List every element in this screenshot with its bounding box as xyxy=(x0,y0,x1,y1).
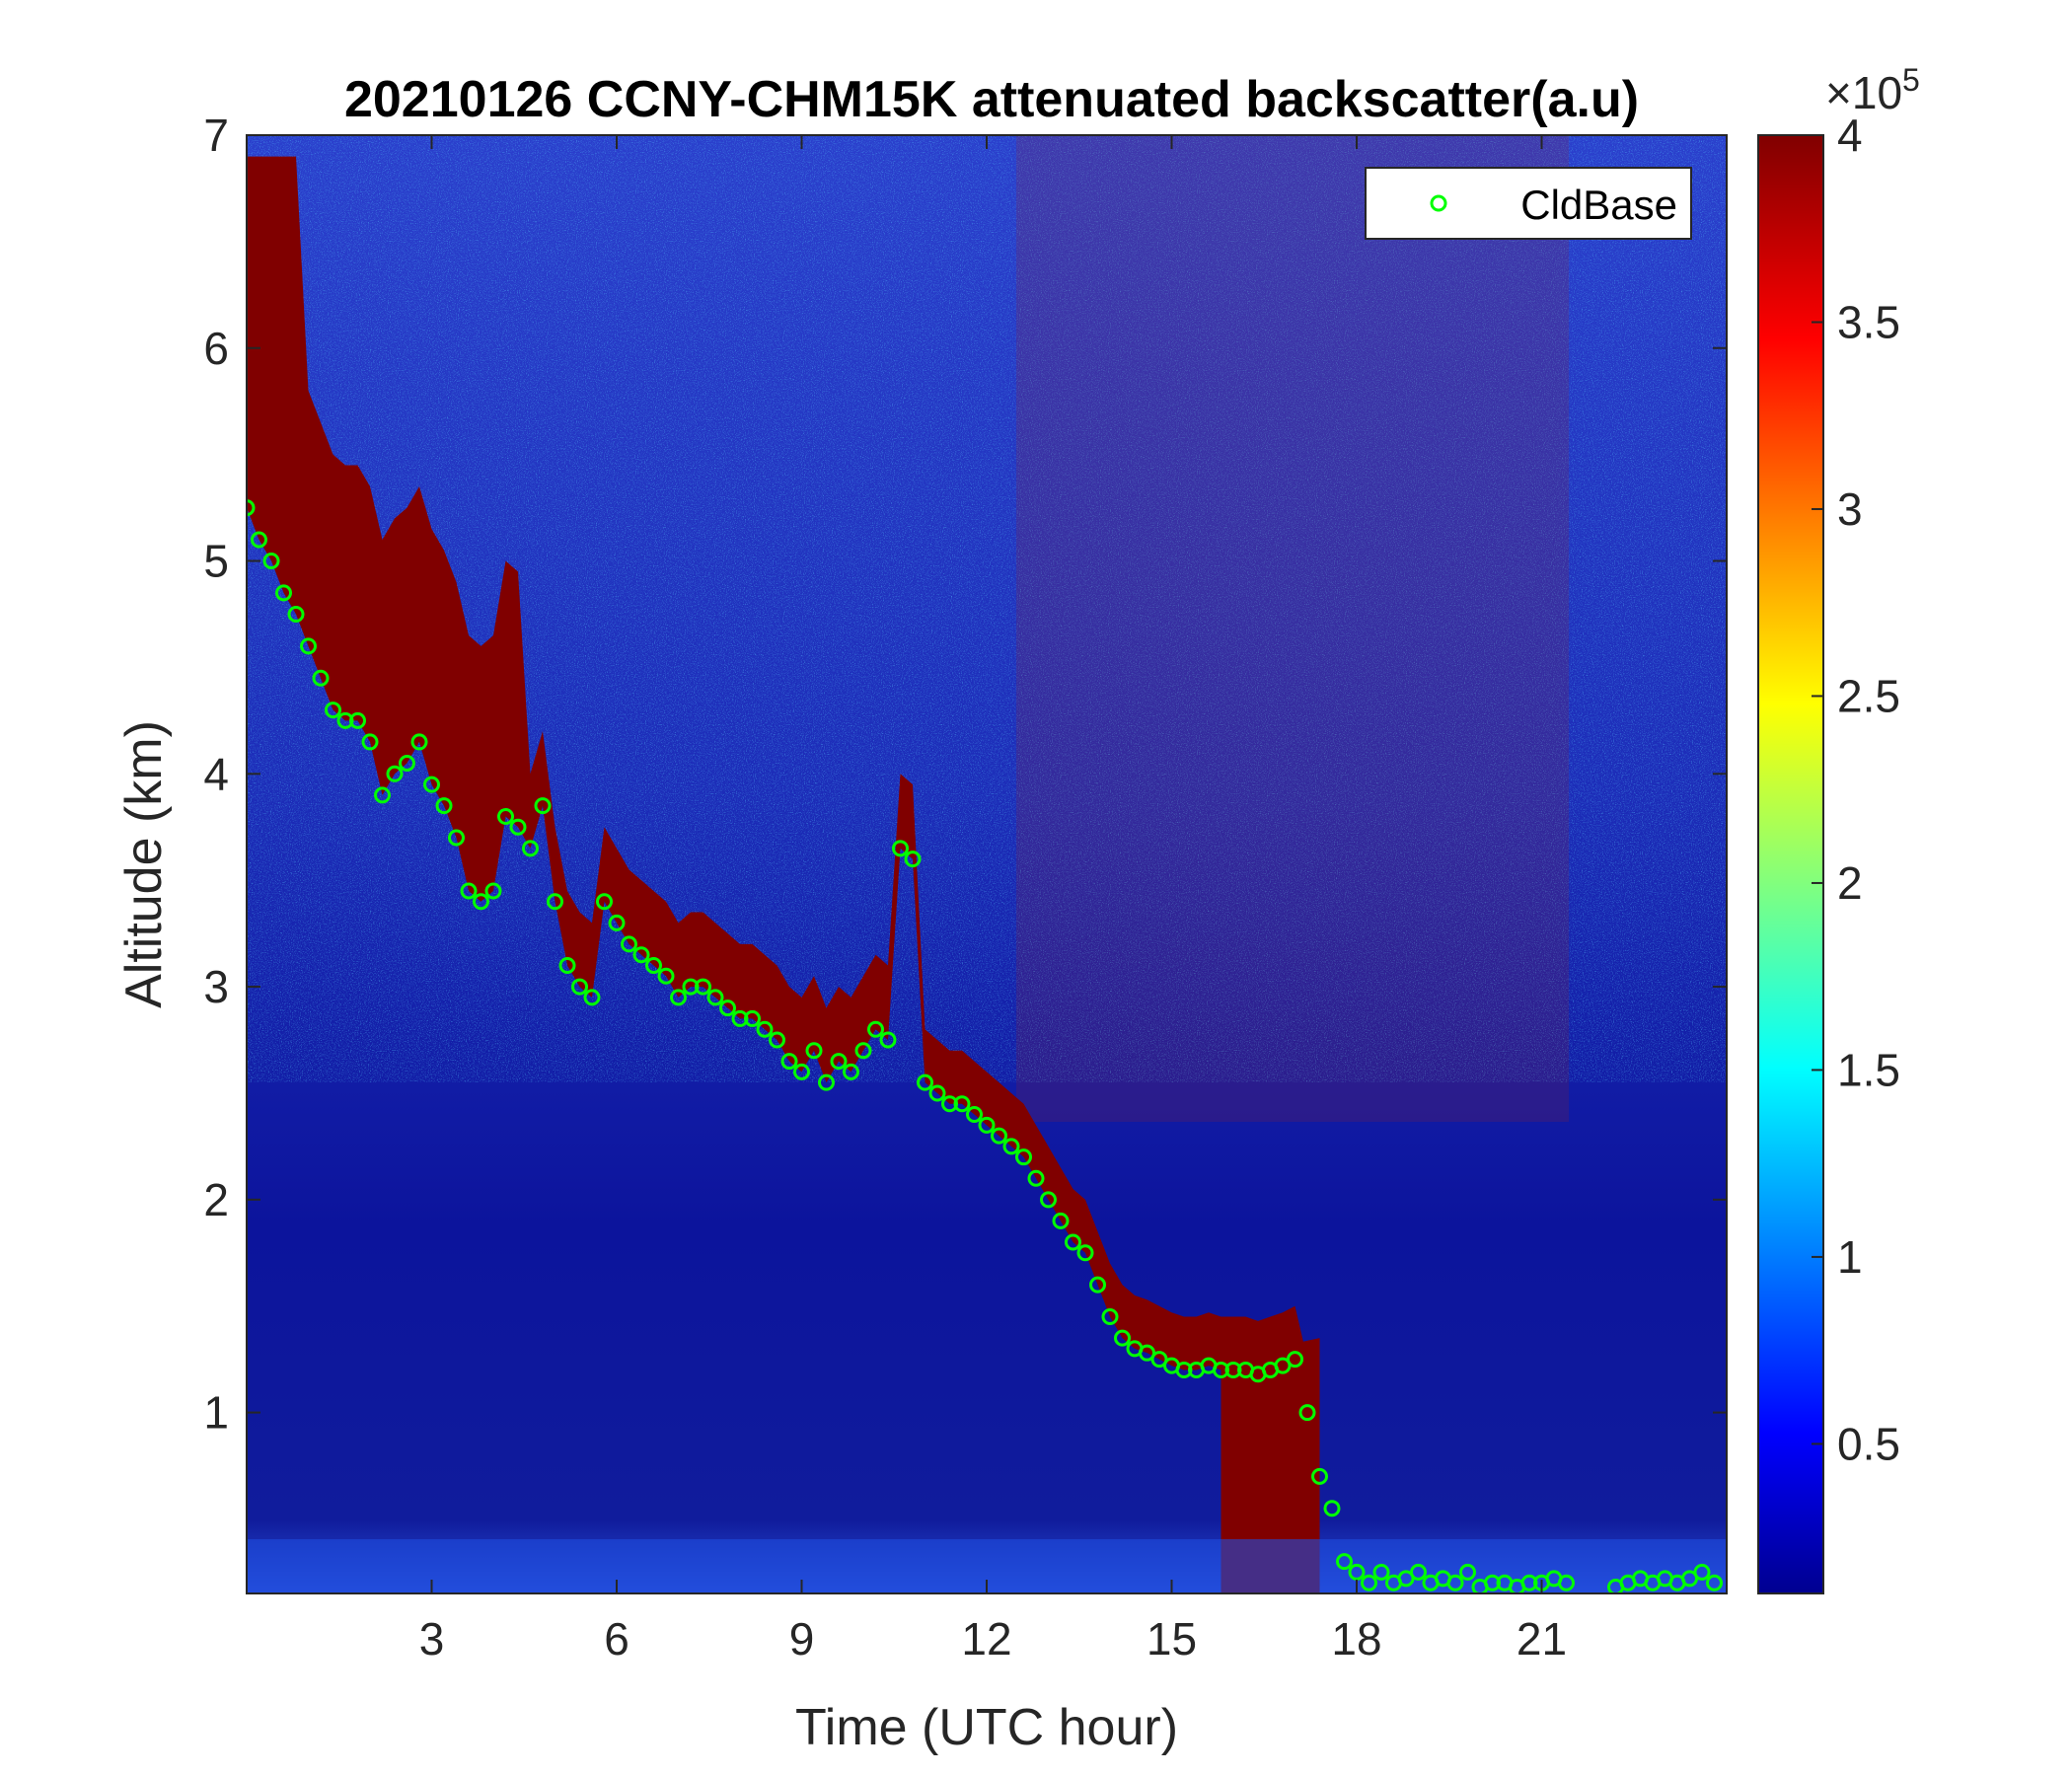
colorbar-tick-label: 2.5 xyxy=(1837,670,1900,721)
y-tick-label: 2 xyxy=(203,1174,229,1225)
colorbar-tick-label: 1.5 xyxy=(1837,1044,1900,1095)
chart-title: 20210126 CCNY-CHM15K attenuated backscat… xyxy=(344,71,1639,128)
colorbar-tick-label: 0.5 xyxy=(1837,1418,1900,1469)
x-tick-label: 18 xyxy=(1331,1613,1381,1665)
colorbar-tick-label: 3 xyxy=(1837,483,1863,535)
colorbar-ticks: 0.511.522.533.54 xyxy=(1812,110,1900,1469)
x-tick-label: 15 xyxy=(1147,1613,1197,1665)
legend: CldBase xyxy=(1366,168,1691,239)
x-tick-label: 12 xyxy=(961,1613,1011,1665)
y-tick-label: 4 xyxy=(203,748,229,799)
colorbar: 0.5 1 1.5 2 2.5 3 3.5 4 ×105 xyxy=(1758,62,1920,1593)
colorbar-tick-label: 1 xyxy=(1837,1231,1863,1283)
x-tick-label: 9 xyxy=(789,1613,815,1665)
legend-label-cldbase: CldBase xyxy=(1520,182,1677,228)
y-axis-label: Altitude (km) xyxy=(115,720,173,1008)
x-tick-label: 3 xyxy=(419,1613,445,1665)
y-tick-label: 3 xyxy=(203,961,229,1012)
x-axis-label: Time (UTC hour) xyxy=(795,1699,1178,1756)
colorbar-gradient xyxy=(1758,135,1823,1593)
x-tick-label: 6 xyxy=(604,1613,629,1665)
colorbar-exponent: ×105 xyxy=(1825,62,1920,118)
y-tick-label: 5 xyxy=(203,536,229,587)
x-tick-label: 21 xyxy=(1517,1613,1567,1665)
y-tick-label: 1 xyxy=(203,1387,229,1439)
y-tick-label: 6 xyxy=(203,323,229,374)
colorbar-tick-label: 3.5 xyxy=(1837,296,1900,347)
colorbar-exponent-base: ×10 xyxy=(1825,67,1902,118)
y-tick-label: 7 xyxy=(203,110,229,161)
colorbar-tick-label: 2 xyxy=(1837,857,1863,909)
colorbar-exponent-power: 5 xyxy=(1902,62,1920,98)
daytime-high-backscatter-region xyxy=(1016,135,1569,1122)
